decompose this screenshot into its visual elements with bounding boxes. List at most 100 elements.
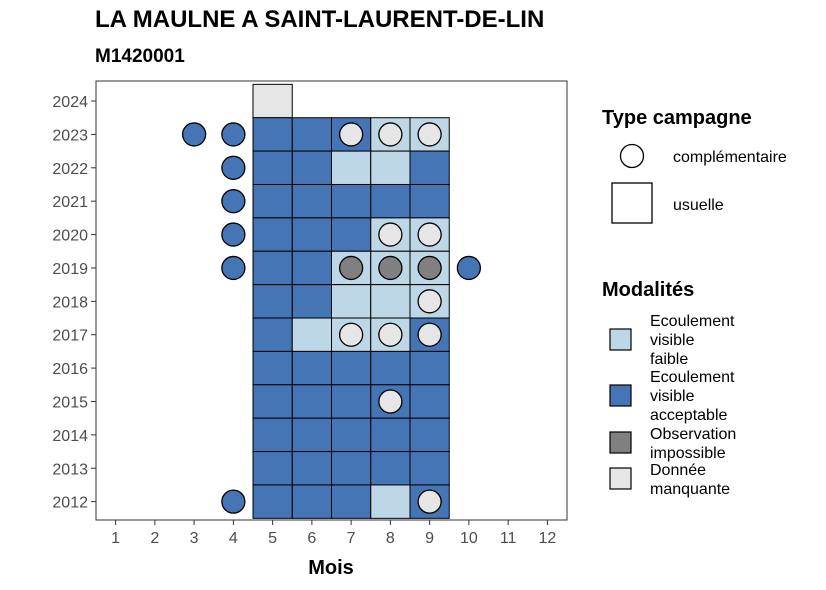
point-complementaire-2015-8 — [378, 389, 403, 414]
x-tick-label-2: 2 — [150, 530, 159, 547]
point-complementaire-2017-9 — [417, 322, 442, 347]
tile-usuelle-2013-9 — [409, 451, 450, 486]
legend-label-line: impossible — [650, 445, 726, 462]
y-tick-label-2014: 2014 — [52, 428, 88, 445]
x-tick-label-5: 5 — [268, 530, 277, 547]
x-tick-label-11: 11 — [500, 530, 517, 547]
x-tick-label-10: 10 — [460, 530, 478, 547]
point-complementaire-2019-10 — [456, 255, 482, 281]
tile-usuelle-2013-7 — [331, 451, 372, 486]
tile-usuelle-2014-9 — [409, 417, 450, 453]
legend-label-modalite-1: Ecoulement visible acceptable — [650, 369, 735, 424]
tile-usuelle-2021-7 — [331, 183, 372, 219]
tile-usuelle-2020-6 — [291, 217, 332, 252]
y-tick-label-2019: 2019 — [52, 261, 88, 278]
tile-usuelle-2012-6 — [291, 484, 332, 519]
tile-usuelle-2015-9 — [409, 384, 450, 419]
tile-usuelle-2021-9 — [409, 183, 450, 219]
y-tick-label-2020: 2020 — [52, 228, 88, 245]
tile-usuelle-2021-8 — [370, 183, 411, 219]
tile-usuelle-2019-6 — [291, 250, 332, 286]
axes: 1 2 3 4 5 6 7 8 9 10 11 122012201320142015201620172… — [52, 80, 568, 547]
legend-title-type-campagne: Type campagne — [602, 107, 752, 129]
tile-usuelle-2023-5 — [252, 117, 293, 152]
y-tick-label-2015: 2015 — [52, 394, 88, 411]
tile-usuelle-2016-5 — [252, 350, 293, 386]
plot-area — [96, 81, 567, 520]
chart-subtitle: M1420001 — [95, 46, 185, 67]
tile-usuelle-2016-7 — [331, 350, 372, 386]
tile-usuelle-2017-5 — [252, 317, 293, 352]
tile-usuelle-2022-6 — [291, 150, 332, 185]
tile-usuelle-2018-5 — [252, 284, 293, 319]
point-complementaire-2017-8 — [378, 322, 403, 347]
y-tick-label-2018: 2018 — [52, 294, 88, 311]
point-complementaire-2019-8 — [378, 255, 403, 281]
tile-usuelle-2013-8 — [370, 451, 411, 486]
point-complementaire-2023-8 — [378, 122, 403, 147]
point-complementaire-2018-9 — [417, 289, 442, 314]
legend-key-modalite-1 — [609, 384, 632, 407]
x-tick-label-7: 7 — [347, 530, 356, 547]
tile-usuelle-2015-5 — [252, 384, 293, 419]
legend-label-line: Ecoulement — [650, 313, 735, 330]
x-tick-label-8: 8 — [386, 530, 395, 547]
tile-usuelle-2018-8 — [370, 284, 411, 319]
tile-usuelle-2017-6 — [291, 317, 332, 352]
tile-usuelle-2016-6 — [291, 350, 332, 386]
legend-label-line: acceptable — [650, 407, 727, 424]
tile-usuelle-2012-8 — [370, 484, 411, 519]
point-complementaire-2022-4 — [221, 155, 246, 180]
tile-usuelle-2012-7 — [331, 484, 372, 519]
legend-label-line: Ecoulement — [650, 369, 735, 386]
y-tick-label-2021: 2021 — [52, 194, 88, 211]
point-complementaire-2019-9 — [417, 255, 442, 281]
tile-usuelle-2014-6 — [291, 417, 332, 453]
point-complementaire-2012-4 — [221, 489, 246, 514]
point-complementaire-2023-4 — [221, 122, 246, 147]
legend-key-modalite-0 — [609, 328, 632, 351]
legend-label-line: visible — [650, 388, 695, 405]
legend-label-line: visible — [650, 332, 695, 349]
legend-label-usuelle: usuelle — [673, 197, 724, 214]
tile-usuelle-2012-5 — [252, 484, 293, 519]
legend-label-modalite-0: Ecoulement visible faible — [650, 313, 735, 368]
y-tick-label-2017: 2017 — [52, 328, 88, 345]
legend-title-modalites: Modalités — [602, 279, 694, 301]
y-tick-label-2016: 2016 — [52, 361, 88, 378]
tile-usuelle-2014-8 — [370, 417, 411, 453]
x-tick-label-3: 3 — [190, 530, 199, 547]
x-tick-label-12: 12 — [538, 530, 556, 547]
point-complementaire-2023-7 — [338, 122, 364, 147]
tile-usuelle-2022-7 — [331, 150, 372, 185]
tile-usuelle-2013-6 — [291, 451, 332, 486]
legend-label-modalite-3: Donnée manquante — [650, 462, 730, 498]
tile-usuelle-2015-6 — [291, 384, 332, 419]
tile-usuelle-2020-7 — [331, 217, 372, 252]
legend: Type campagne complémentaire usuelle Modali… — [602, 107, 787, 498]
tile-usuelle-2015-7 — [331, 384, 372, 419]
tile-usuelle-2014-5 — [252, 417, 293, 453]
point-complementaire-2020-9 — [417, 222, 442, 247]
y-tick-label-2013: 2013 — [52, 461, 88, 478]
tile-usuelle-2022-9 — [409, 150, 450, 185]
tile-usuelle-2022-5 — [252, 150, 293, 185]
tile-usuelle-2016-8 — [370, 350, 411, 386]
tile-usuelle-2014-7 — [331, 417, 372, 453]
legend-label-modalite-2: Observation impossible — [650, 426, 736, 462]
legend-key-modalite-3 — [609, 467, 632, 490]
legend-label-complementaire: complémentaire — [673, 149, 787, 166]
plot-border — [95, 80, 568, 521]
point-complementaire-2020-8 — [378, 222, 403, 247]
x-tick-label-9: 9 — [425, 530, 434, 547]
point-complementaire-2023-9 — [417, 122, 442, 147]
y-tick-label-2023: 2023 — [52, 127, 88, 144]
legend-key-usuelle — [611, 182, 653, 224]
y-tick-label-2024: 2024 — [52, 94, 88, 111]
x-tick-label-6: 6 — [307, 530, 316, 547]
point-complementaire-2012-9 — [417, 489, 442, 514]
point-complementaire-2023-3 — [181, 122, 207, 147]
tile-usuelle-2021-5 — [252, 183, 293, 219]
tile-usuelle-2023-6 — [291, 117, 332, 152]
